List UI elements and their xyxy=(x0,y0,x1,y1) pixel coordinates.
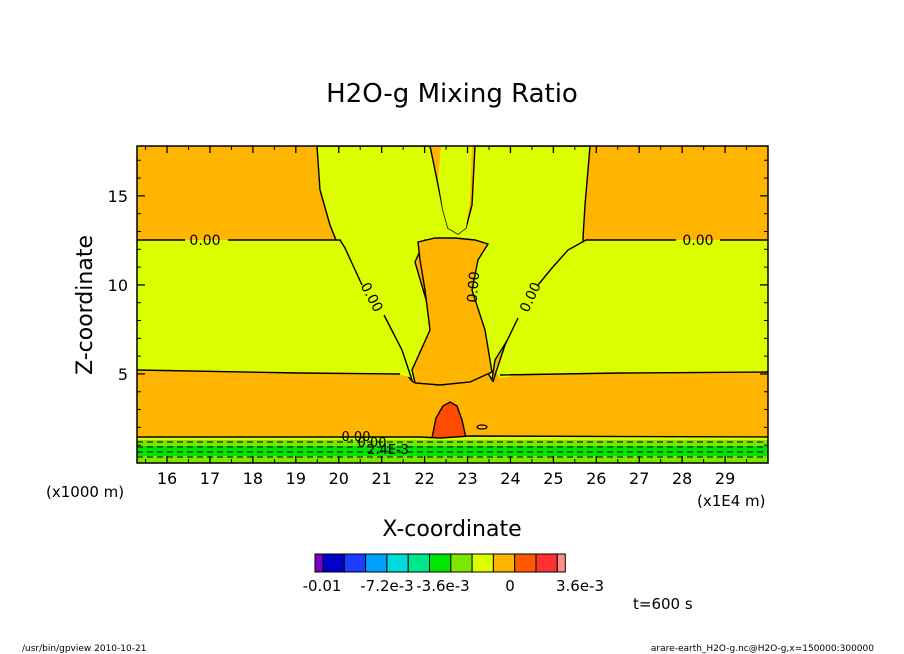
colorbar-swatch xyxy=(322,553,345,573)
colorbar-tick-label: -7.2e-3 xyxy=(360,577,413,595)
colorbar-swatch xyxy=(492,553,516,573)
x-tick-label: 19 xyxy=(286,469,306,488)
colorbar-tick-label: -0.01 xyxy=(303,577,342,595)
time-label: t=600 s xyxy=(633,595,693,613)
x-tick-label: 25 xyxy=(543,469,563,488)
contour-base-solid xyxy=(137,435,768,439)
colorbar-tick-label: 3.6e-3 xyxy=(556,577,604,595)
y-axis-label: Z-coordinate xyxy=(73,235,98,375)
colorbar-swatch xyxy=(535,553,558,573)
x-tick-label: 22 xyxy=(414,469,434,488)
x-axis-ticks: 16 17 18 19 20 21 22 23 24 25 26 27 28 29 xyxy=(145,146,748,488)
contour-label-right: 0.00 xyxy=(682,233,713,249)
footer-right: arare-earth_H2O-g.nc@H2O-g,x=150000:3000… xyxy=(651,644,874,654)
region-orange-core xyxy=(438,146,472,234)
x-tick-label: 18 xyxy=(243,469,263,488)
x-tick-label: 24 xyxy=(500,469,520,488)
contour-label-center: 0.00 xyxy=(465,271,484,303)
x-tick-label: 16 xyxy=(157,469,177,488)
x-tick-label: 27 xyxy=(629,469,649,488)
colorbar-swatch xyxy=(556,553,566,573)
x-tick-label: 29 xyxy=(715,469,735,488)
colorbar-tick-label: 0 xyxy=(505,577,515,595)
colorbar-swatch xyxy=(314,553,324,573)
contour-line-right xyxy=(492,239,768,383)
colorbar-swatch xyxy=(407,553,431,573)
contour-label-bottom-c: 2.4E-3 xyxy=(367,443,409,458)
x-unit-left: (x1000 m) xyxy=(46,483,124,501)
colorbar-swatch xyxy=(471,553,494,573)
colorbar-swatch xyxy=(365,553,388,573)
footer-left: /usr/bin/gpview 2010-10-21 xyxy=(22,644,146,654)
colorbar-swatch xyxy=(450,553,473,573)
colorbar-swatch xyxy=(514,553,537,573)
y-tick-label: 15 xyxy=(108,187,128,206)
contour-label-left: 0.00 xyxy=(189,233,220,249)
contour-field xyxy=(137,146,768,463)
contour-label-bottom-a: 0.00 xyxy=(342,430,371,445)
region-green-base xyxy=(137,446,768,456)
x-axis-label: X-coordinate xyxy=(382,517,521,542)
x-tick-label: 26 xyxy=(586,469,606,488)
region-lightgreen-bottom xyxy=(137,456,768,463)
y-tick-label: 10 xyxy=(108,276,128,295)
x-tick-label: 17 xyxy=(200,469,220,488)
plot-frame xyxy=(136,145,769,464)
colorbar-swatch xyxy=(386,553,409,573)
contour-label-bottom-b: 0.00 xyxy=(358,436,387,451)
x-unit-right: (x1E4 m) xyxy=(697,492,766,510)
small-contour-cell xyxy=(476,424,488,430)
colorbar-tick-label: -3.6e-3 xyxy=(416,577,469,595)
x-tick-label: 23 xyxy=(457,469,477,488)
contour-line-left xyxy=(137,239,413,381)
region-orange-inner xyxy=(411,237,493,386)
colorbar-tick-labels: -0.01 -7.2e-3 -3.6e-3 0 3.6e-3 xyxy=(303,577,604,595)
region-yellow-right xyxy=(495,240,768,378)
region-lightgreen-base xyxy=(137,440,768,448)
colorbar-swatch xyxy=(343,553,367,573)
chart-title: H2O-g Mixing Ratio xyxy=(326,79,578,109)
x-tick-label: 20 xyxy=(329,469,349,488)
colorbar xyxy=(314,553,566,573)
region-red-bump xyxy=(431,401,467,439)
x-tick-label: 21 xyxy=(371,469,391,488)
contour-line-bottom xyxy=(137,369,768,376)
x-tick-label: 28 xyxy=(672,469,692,488)
y-axis-ticks: 5 10 15 xyxy=(108,159,768,446)
region-yellow-left xyxy=(137,240,412,378)
colorbar-swatch xyxy=(429,553,452,573)
y-tick-label: 5 xyxy=(118,365,128,384)
